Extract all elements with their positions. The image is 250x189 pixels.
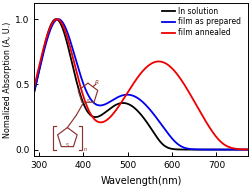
In solution [33,90,36,92]
film as prepared [239,148,242,151]
In solution [44,41,47,43]
film annealed [245,148,248,151]
Line: film as prepared: film as prepared [34,19,246,149]
film annealed [239,148,242,150]
Line: In solution: In solution [34,19,246,149]
X-axis label: Wavelength(nm): Wavelength(nm) [100,176,181,186]
film as prepared [56,18,59,20]
film as prepared [33,89,36,91]
film as prepared [130,94,134,97]
In solution [54,18,57,20]
film annealed [44,40,47,43]
film annealed [136,76,139,78]
Line: film annealed: film annealed [34,19,246,149]
In solution [130,105,134,108]
film as prepared [136,97,139,100]
In solution [136,110,139,113]
film as prepared [200,148,203,151]
film annealed [200,114,203,117]
film annealed [55,18,58,20]
film as prepared [245,148,248,151]
In solution [245,148,248,151]
film annealed [33,84,36,87]
film annealed [130,84,134,86]
Y-axis label: Nomalized Absorption (A, U.): Nomalized Absorption (A, U.) [4,22,13,138]
In solution [200,148,203,151]
film annealed [239,148,242,150]
film as prepared [239,148,242,151]
Legend: In solution, film as prepared, film annealed: In solution, film as prepared, film anne… [159,4,243,40]
In solution [239,148,242,151]
In solution [239,148,242,151]
film as prepared [44,45,47,47]
